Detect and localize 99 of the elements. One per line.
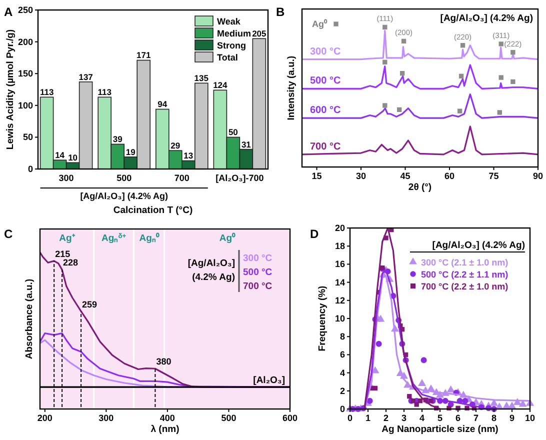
series-label: 500 °C xyxy=(310,76,341,87)
data-label: 113 xyxy=(40,87,54,98)
ref-line-label: 228 xyxy=(63,258,78,268)
y-tick-label: 0 xyxy=(28,164,33,174)
band-label: Agₙ$^{δ+}$ xyxy=(102,232,126,244)
x-tick-label: [Al₂O₃]-700 xyxy=(216,173,264,183)
y-tick-label: 2 xyxy=(340,386,345,396)
data-label: 135 xyxy=(194,73,209,84)
x-tick-label: 8 xyxy=(491,413,497,423)
x-axis-title: 2θ (°) xyxy=(408,182,432,193)
y-tick-label: 10 xyxy=(334,314,345,324)
x-tick-label: 400 xyxy=(160,413,175,423)
x-tick-label: 5 xyxy=(437,413,443,423)
x-tick-label: 500 xyxy=(116,173,132,183)
x-axis-title: λ (nm) xyxy=(150,424,180,435)
text: 700 °C xyxy=(243,281,272,292)
legend-label: 700 °C (2.2 ± 1.0 nm) xyxy=(421,282,508,292)
x-tick-label: 0 xyxy=(347,413,353,423)
x-tick-label: 9 xyxy=(509,413,515,423)
y-tick-label: 16 xyxy=(334,259,345,270)
x-tick-label: 3 xyxy=(401,413,407,423)
x-tick-label: 60 xyxy=(444,171,455,181)
x-tick-label: 45 xyxy=(400,171,410,181)
legend-title: [Ag/Al₂O₃] (4.2% Ag) xyxy=(188,258,235,283)
x-axis-title: Calcination T (°C) xyxy=(113,205,193,216)
series-label: 700 °C xyxy=(310,141,341,152)
band-label: Ag⁰ xyxy=(219,232,236,244)
data-label: 19 xyxy=(126,146,136,157)
series-label: [Al₂O₃] xyxy=(253,375,285,386)
data-label: 14 xyxy=(55,150,65,160)
data-label: 13 xyxy=(184,150,194,161)
y-tick-label: 100 xyxy=(18,100,33,110)
y-tick-label: 6 xyxy=(340,350,345,360)
text: [Ag/Al₂O₃] (4.2% Ag) xyxy=(80,191,168,201)
x-tick-label: 7 xyxy=(473,413,479,423)
y-tick-label: 200 xyxy=(18,36,33,47)
x-tick-label: 4 xyxy=(419,413,425,423)
x-tick-label: 300 xyxy=(58,173,74,183)
data-label: 29 xyxy=(170,140,180,151)
y-tick-label: 20 xyxy=(334,223,345,233)
y-tick-label: 18 xyxy=(334,241,345,252)
x-tick-label: 600 xyxy=(282,413,298,423)
data-label: 137 xyxy=(78,72,94,82)
data-label: 50 xyxy=(228,127,238,138)
data-label: 94 xyxy=(158,99,168,110)
x-tick-label: 200 xyxy=(37,413,52,423)
y-tick-label: 250 xyxy=(18,5,33,15)
data-label: 171 xyxy=(136,50,151,60)
x-tick-label: 15 xyxy=(312,171,322,181)
data-label: 10 xyxy=(68,152,78,163)
x-tick-label: 300 xyxy=(98,413,114,423)
y-tick-label: 150 xyxy=(18,68,33,79)
legend-label: Strong xyxy=(217,40,246,50)
ref-line-label: 380 xyxy=(156,356,172,367)
x-tick-label: 90 xyxy=(532,171,544,181)
text: 500 °C xyxy=(243,267,272,278)
text: 300 °C xyxy=(243,253,272,264)
x-tick-label: 500 xyxy=(221,413,236,423)
x-tick-label: 700 xyxy=(174,173,190,183)
legend-label: Total xyxy=(217,52,238,62)
band-label: Ag⁺ xyxy=(59,233,76,244)
legend-label: 500 °C (2.2 ± 1.1 nm) xyxy=(421,270,508,280)
y-tick-label: 12 xyxy=(334,295,345,306)
text: D xyxy=(310,227,319,241)
chart-title: [Ag/Al₂O₃] (4.2% Ag) xyxy=(440,13,533,24)
data-label: 31 xyxy=(241,139,252,150)
text: C xyxy=(4,227,13,241)
y-axis-title: Absorbance (a.u.) xyxy=(24,278,35,360)
y-tick-label: 50 xyxy=(22,132,33,142)
legend-label: Weak xyxy=(217,16,242,26)
text: A xyxy=(4,5,13,19)
y-axis-title: Frequency (%) xyxy=(317,286,328,352)
ref-line-label: 259 xyxy=(82,299,98,310)
y-tick-label: 4 xyxy=(340,368,345,378)
legend-label: Ag⁰ xyxy=(312,19,328,29)
ref-line-label: 215 xyxy=(55,248,70,259)
x-tick-label: 75 xyxy=(488,171,499,181)
x-tick-label: 30 xyxy=(356,171,366,181)
x-axis-title: Ag Nanoparticle size (nm) xyxy=(382,424,498,435)
text: B xyxy=(276,5,285,19)
series-label: 300 °C xyxy=(310,46,341,58)
data-label: 39 xyxy=(112,134,123,144)
x-tick-label: 6 xyxy=(455,413,461,423)
y-axis-title: Lewis Acidity (µmol Pyr./g) xyxy=(5,29,16,150)
series-label: 600 °C xyxy=(310,105,341,116)
data-label: 205 xyxy=(252,28,267,39)
x-tick-label: 10 xyxy=(524,413,536,423)
data-label: 124 xyxy=(213,80,228,90)
legend-label: 300 °C (2.1 ± 1.0 nm) xyxy=(421,258,508,268)
y-tick-label: 0 xyxy=(340,404,345,414)
y-axis-title: Intensity (a.u.) xyxy=(286,56,297,120)
y-tick-label: 14 xyxy=(334,277,345,288)
data-label: 113 xyxy=(98,87,112,98)
x-tick-label: 1 xyxy=(365,413,371,423)
x-tick-label: 2 xyxy=(383,413,389,423)
y-tick-label: 8 xyxy=(340,332,345,342)
legend-label: Medium xyxy=(217,28,252,38)
legend-title: [Ag/Al₂O₃] (4.2% Ag) xyxy=(432,240,525,251)
band-label: Agₙ⁰ xyxy=(139,232,160,244)
